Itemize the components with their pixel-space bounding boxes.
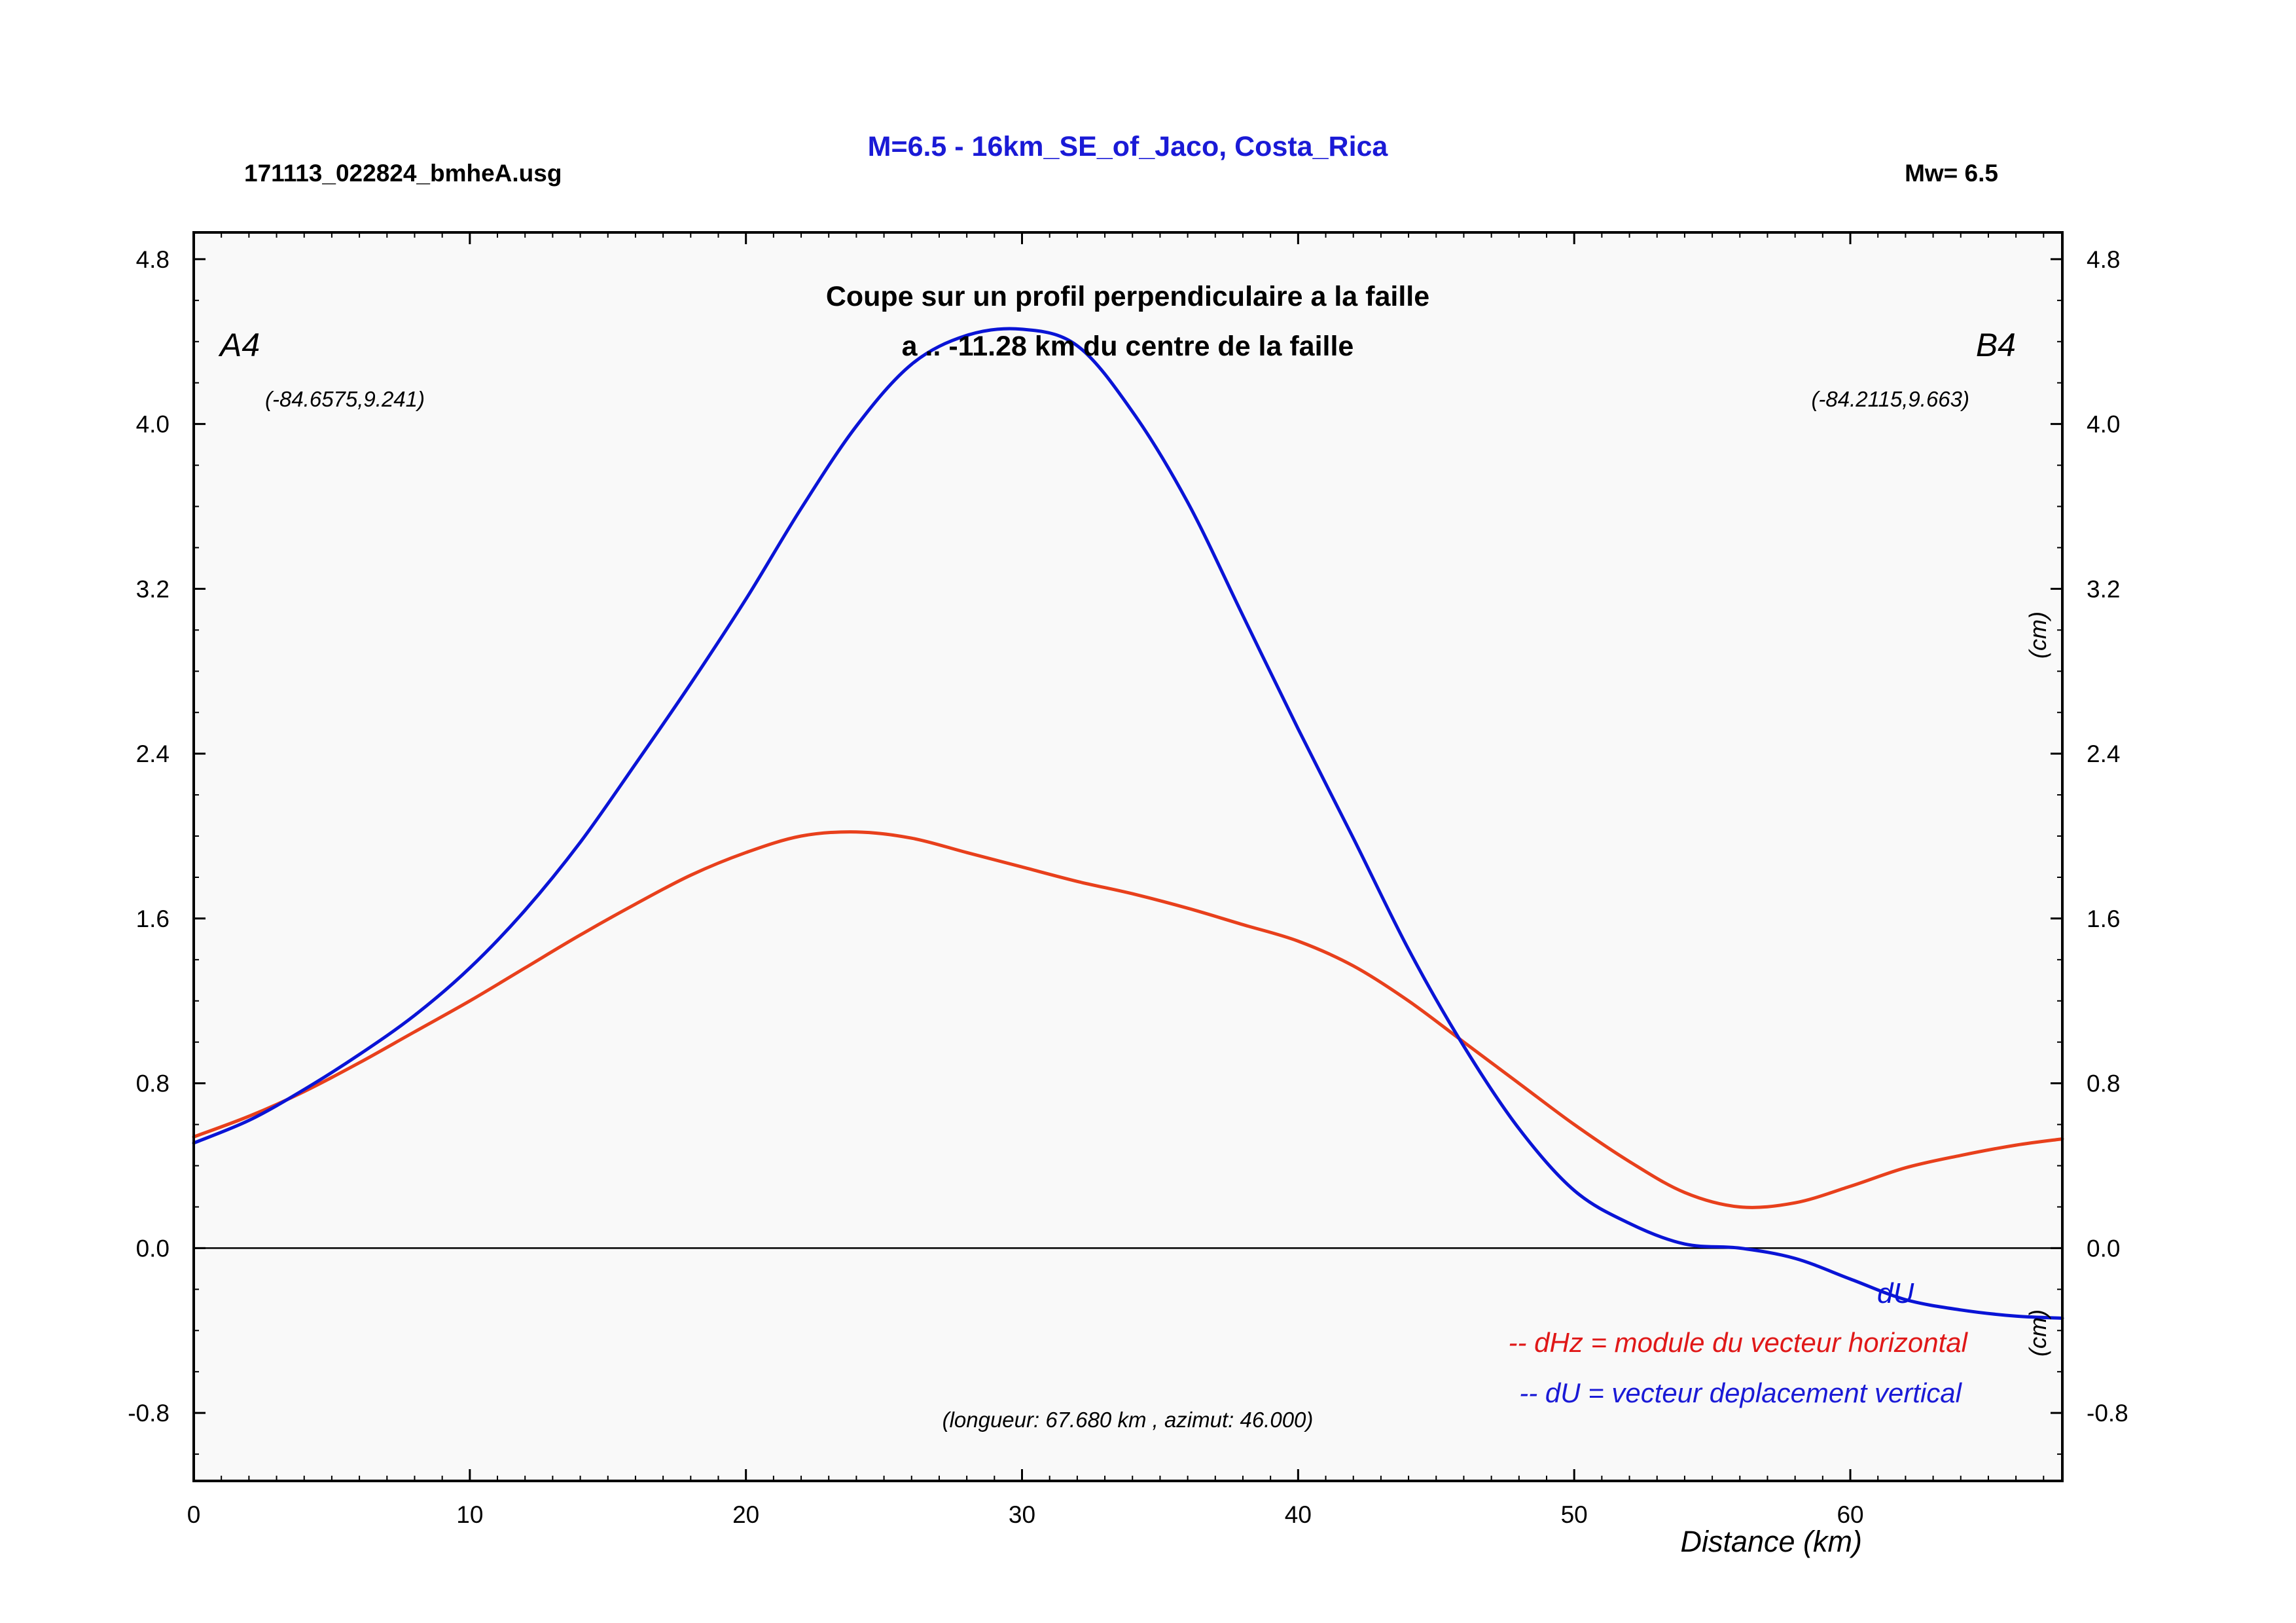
point-a-label: A4: [218, 327, 260, 363]
magnitude-label: Mw= 6.5: [1905, 160, 1998, 187]
x-tick-label: 20: [732, 1501, 759, 1528]
point-a-coords: (-84.6575,9.241): [265, 387, 425, 411]
point-b-coords: (-84.2115,9.663): [1811, 387, 1969, 411]
x-tick-label: 50: [1561, 1501, 1588, 1528]
plot-area: [194, 232, 2062, 1481]
x-axis-label: Distance (km): [1680, 1525, 1862, 1558]
chart-title: M=6.5 - 16km_SE_of_Jaco, Costa_Rica: [868, 131, 1389, 162]
y-tick-label-left: 0.0: [136, 1235, 170, 1262]
y-tick-label-left: -0.8: [128, 1400, 170, 1427]
x-tick-label: 40: [1285, 1501, 1312, 1528]
y-tick-label-left: 3.2: [136, 575, 170, 602]
y-tick-label-right: -0.8: [2087, 1400, 2128, 1427]
x-tick-label: 60: [1837, 1501, 1863, 1528]
right-axis-unit-upper: (cm): [2024, 611, 2051, 659]
y-tick-label-right: 0.8: [2087, 1070, 2120, 1097]
axis-ticks: 0 10 20 30 40 50 60 -0.8 -0.8 0.0 0.0 0.8 0.8 1.6 1.6 2…: [128, 232, 2128, 1528]
y-tick-label-right: 4.8: [2087, 246, 2120, 273]
y-tick-label-left: 4.0: [136, 411, 170, 438]
y-tick-label-right: 1.6: [2087, 905, 2120, 932]
y-tick-label-left: 4.8: [136, 246, 170, 273]
legend-du: -- dU = vecteur deplacement vertical: [1519, 1377, 1962, 1408]
y-tick-label-right: 4.0: [2087, 411, 2120, 438]
series-lines: [192, 327, 2064, 1320]
point-b-label: B4: [1976, 327, 2016, 363]
profile-subtitle-line1: Coupe sur un profil perpendiculaire a la…: [826, 281, 1429, 312]
y-tick-label-right: 2.4: [2087, 740, 2120, 767]
y-tick-label-left: 0.8: [136, 1070, 170, 1097]
right-axis-unit-lower: (cm): [2024, 1309, 2051, 1357]
series-line-du: [192, 327, 2064, 1320]
profile-subtitle-line2: a .. -11.28 km du centre de la faille: [902, 331, 1354, 362]
profile-info: (longueur: 67.680 km , azimut: 46.000): [942, 1408, 1314, 1432]
file-name: 171113_022824_bmheA.usg: [244, 160, 562, 187]
plot-frame: [192, 231, 2064, 1482]
x-tick-label: 0: [187, 1501, 201, 1528]
y-tick-label-right: 0.0: [2087, 1235, 2120, 1262]
series-line-dhz: [192, 830, 2064, 1209]
du-series-tag: dU: [1877, 1277, 1914, 1309]
y-tick-label-left: 1.6: [136, 905, 170, 932]
legend-dhz: -- dHz = module du vecteur horizontal: [1508, 1327, 1968, 1358]
y-tick-label-left: 2.4: [136, 740, 170, 767]
x-tick-label: 10: [456, 1501, 483, 1528]
y-tick-label-right: 3.2: [2087, 575, 2120, 602]
x-tick-label: 30: [1009, 1501, 1035, 1528]
